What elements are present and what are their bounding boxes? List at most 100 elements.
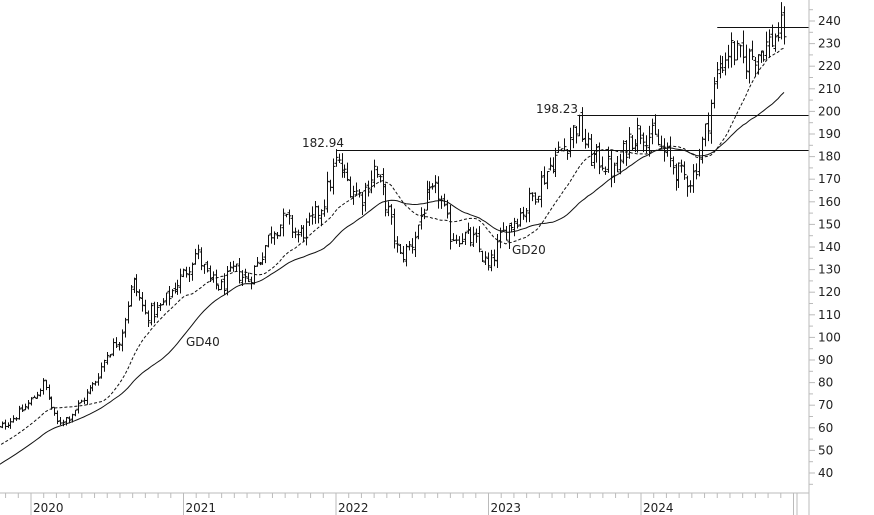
ohlc-bar: [442, 193, 447, 207]
ohlc-bar: [0, 421, 5, 429]
price-bars: [0, 2, 787, 430]
y-tick-label: 210: [818, 82, 841, 96]
ohlc-bar: [354, 182, 359, 196]
y-tick-label: 130: [818, 263, 841, 277]
ohlc-bar: [158, 302, 163, 311]
ohlc-bar: [32, 395, 37, 398]
ohlc-bar: [413, 231, 418, 257]
ohlc-bar: [111, 338, 116, 357]
ohlc-bar: [635, 117, 640, 153]
y-tick-label: 150: [818, 217, 841, 231]
y-tick-label: 220: [818, 59, 841, 73]
ohlc-bar: [726, 44, 731, 69]
ohlc-bar: [647, 125, 652, 157]
ohlc-bar: [782, 6, 787, 45]
y-tick-label: 100: [818, 330, 841, 344]
ohlc-bar: [246, 272, 251, 283]
ohlc-bar: [126, 301, 131, 324]
ohlc-bar: [603, 166, 608, 175]
ohlc-bar: [205, 260, 210, 273]
ohlc-bar: [445, 199, 450, 219]
ohlc-bar: [395, 236, 400, 253]
y-tick-label: 80: [818, 376, 833, 390]
ohlc-bar: [17, 405, 22, 420]
y-tick-label: 50: [818, 443, 833, 457]
ohlc-bar: [773, 33, 778, 52]
y-tick-label: 60: [818, 421, 833, 435]
y-tick-label: 70: [818, 398, 833, 412]
ohlc-bar: [88, 385, 93, 395]
ohlc-bar: [662, 138, 667, 162]
ohlc-bar: [539, 171, 544, 208]
ohlc-bar: [703, 123, 708, 147]
ohlc-bar: [143, 299, 148, 315]
ohlc-bar: [187, 266, 192, 282]
x-axis: 2020 2021 2022 2023 2024: [0, 492, 809, 515]
ohlc-bar: [577, 114, 582, 137]
ohlc-bar: [149, 302, 154, 326]
ohlc-bar: [770, 24, 775, 47]
ohlc-bar: [120, 329, 125, 352]
ohlc-bar: [67, 416, 72, 424]
ohlc-bar: [26, 400, 31, 410]
ohlc-bar: [164, 292, 169, 306]
ohlc-bar: [480, 250, 485, 263]
ohlc-bar: [38, 388, 43, 397]
ohlc-bar: [715, 61, 720, 89]
ohlc-bar: [55, 410, 60, 425]
ohlc-bar: [706, 112, 711, 142]
ohlc-bar: [621, 140, 626, 164]
ohlc-bar: [524, 207, 529, 223]
ohlc-bar: [468, 227, 473, 247]
ohlc-bar: [316, 205, 321, 224]
ohlc-bar: [545, 170, 550, 190]
x-tick-label: 2020: [33, 501, 64, 515]
y-tick-label: 200: [818, 104, 841, 118]
ohlc-bar: [615, 156, 620, 173]
ohlc-bar: [214, 269, 219, 290]
ohlc-bar: [284, 213, 289, 218]
y-tick-label: 120: [818, 285, 841, 299]
ohlc-bar: [718, 55, 723, 79]
ohlc-bar: [407, 241, 412, 251]
ohlc-bar: [190, 262, 195, 281]
ohlc-bar: [331, 158, 336, 195]
ohlc-bar: [202, 263, 207, 274]
ohlc-bar: [676, 162, 681, 189]
ohlc-bar: [108, 354, 113, 358]
ohlc-bar: [161, 298, 166, 306]
ohlc-bar: [263, 245, 268, 264]
ohlc-bar: [41, 378, 46, 395]
ohlc-bar: [586, 132, 591, 148]
x-tick-label: 2021: [186, 501, 217, 515]
ohlc-bar: [281, 208, 286, 237]
ohlc-bar: [117, 342, 122, 351]
y-tick-label: 140: [818, 240, 841, 254]
ohlc-bar: [296, 229, 301, 243]
ohlc-bar: [58, 416, 63, 425]
ohlc-bar: [518, 207, 523, 227]
ohlc-bar: [454, 234, 459, 244]
ohlc-bar: [548, 157, 553, 171]
ohlc-bar: [222, 273, 227, 295]
ohlc-bar: [392, 208, 397, 249]
ohlc-bar: [8, 418, 13, 429]
ohlc-bar: [334, 149, 339, 167]
ohlc-bar: [565, 148, 570, 160]
ohlc-bar: [184, 266, 189, 278]
ohlc-bar: [709, 99, 714, 144]
ohlc-bar: [542, 166, 547, 185]
ohlc-bar: [776, 22, 781, 42]
ohlc-bar: [486, 252, 491, 271]
ohlc-bar: [52, 406, 57, 416]
ohlc-bar: [398, 243, 403, 255]
ohlc-bar: [463, 231, 468, 246]
y-tick-label: 160: [818, 195, 841, 209]
ohlc-bar: [219, 279, 224, 291]
ohlc-bar: [99, 362, 104, 379]
ohlc-bar: [750, 40, 755, 61]
ohlc-bar: [471, 226, 476, 247]
ohlc-bar: [738, 44, 743, 58]
ohlc-bar: [580, 107, 585, 142]
ohlc-bar: [530, 192, 535, 202]
